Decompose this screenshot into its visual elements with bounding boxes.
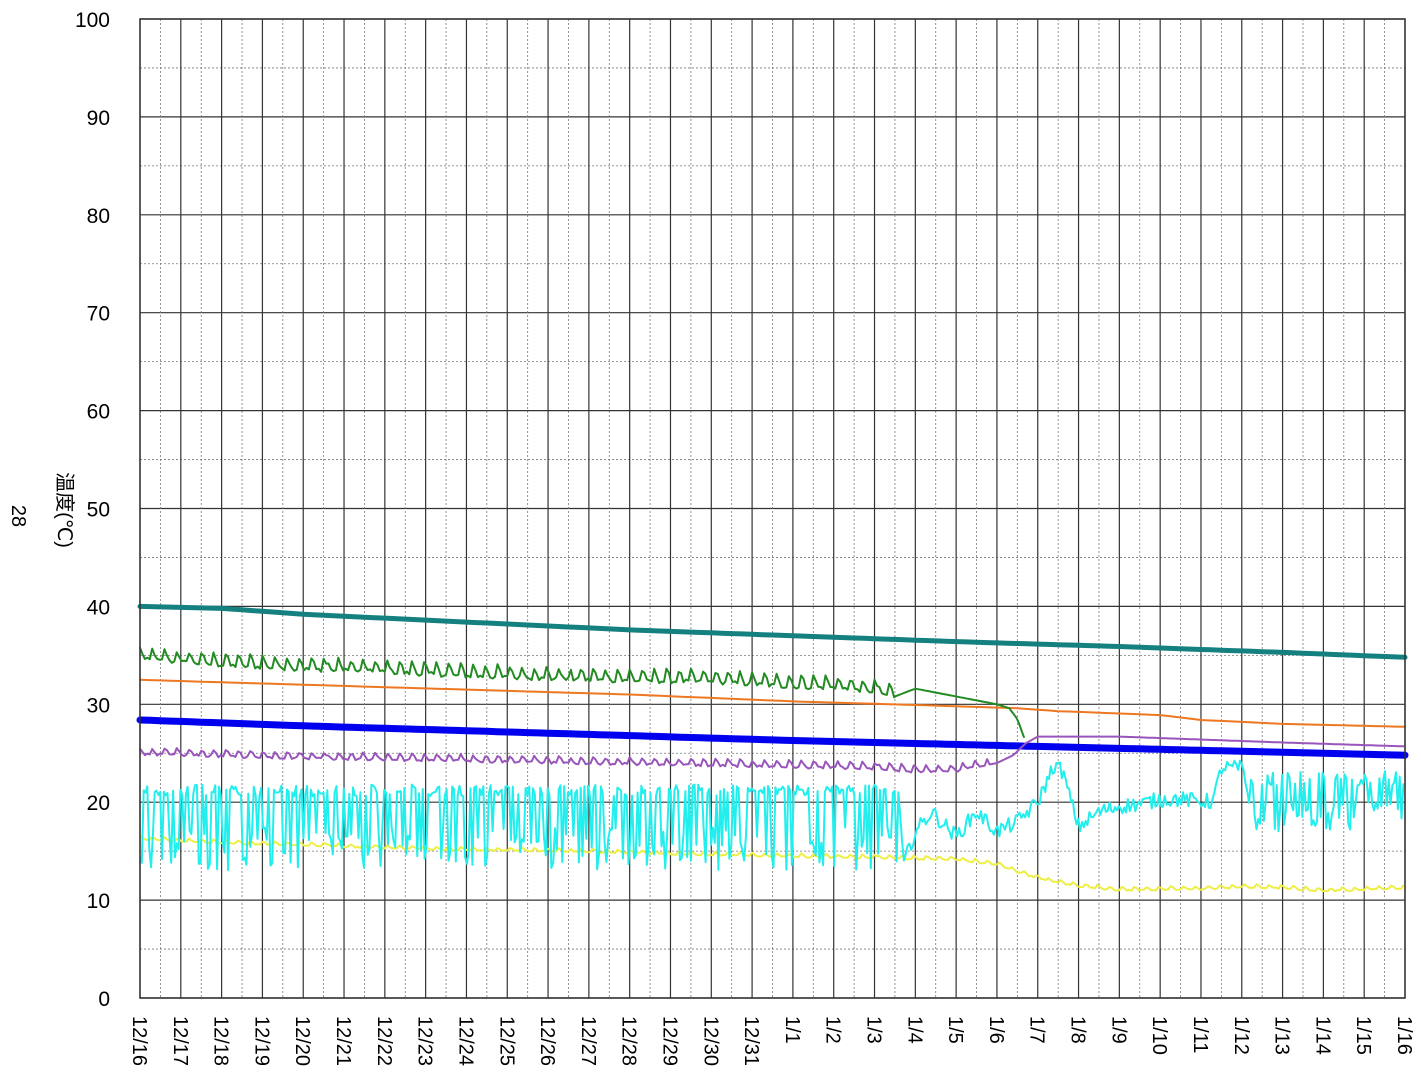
x-tick-labels: 12/16 12/17 12/18 12/19 12/20 12/21 12/22 12/23… <box>128 1016 1415 1066</box>
y-tick-label: 40 <box>87 596 110 619</box>
y-tick-label: 80 <box>87 205 110 228</box>
x-tick-label: 1/6 <box>985 1016 1007 1044</box>
x-tick-label: 1/2 <box>822 1016 844 1044</box>
x-tick-label: 1/13 <box>1271 1016 1293 1055</box>
x-tick-label: 1/4 <box>903 1016 925 1044</box>
x-tick-label: 1/3 <box>863 1016 885 1044</box>
x-tick-label: 1/11 <box>1189 1016 1211 1053</box>
x-tick-label: 1/1 <box>781 1016 803 1044</box>
y-tick-label: 20 <box>87 792 110 815</box>
series-line-7 <box>140 761 1403 871</box>
x-tick-label: 12/29 <box>658 1016 680 1066</box>
y-tick-label: 10 <box>87 890 110 913</box>
y-axis-label: 温度(℃) <box>53 472 76 548</box>
x-tick-label: 12/28 <box>618 1016 640 1066</box>
x-tick-label: 1/10 <box>1148 1016 1170 1055</box>
x-tick-label: 12/31 <box>740 1016 762 1066</box>
y-tick-label: 30 <box>87 694 110 717</box>
x-tick-label: 1/14 <box>1311 1016 1333 1055</box>
x-tick-label: 12/24 <box>454 1016 476 1066</box>
y-tick-label: 100 <box>75 9 110 32</box>
y-tick-labels: 0 10 20 30 40 50 60 70 80 90 100 <box>75 9 110 1011</box>
y-tick-label: 60 <box>87 401 110 424</box>
x-tick-label: 12/20 <box>291 1016 313 1066</box>
x-tick-label: 12/18 <box>210 1016 232 1066</box>
x-tick-label: 12/17 <box>169 1016 191 1066</box>
x-tick-label: 1/8 <box>1067 1016 1089 1044</box>
x-tick-label: 1/16 <box>1393 1016 1415 1055</box>
x-tick-label: 1/5 <box>944 1016 966 1044</box>
x-tick-label: 1/12 <box>1230 1016 1252 1055</box>
x-tick-label: 12/25 <box>495 1016 517 1066</box>
x-tick-label: 1/9 <box>1107 1016 1129 1044</box>
y-tick-label: 50 <box>87 499 110 522</box>
x-tick-label: 12/23 <box>414 1016 436 1066</box>
side-label: 28 <box>7 505 29 527</box>
x-tick-label: 12/26 <box>536 1016 558 1066</box>
series-line-3 <box>140 720 1405 755</box>
x-tick-label: 1/7 <box>1026 1016 1048 1044</box>
x-tick-label: 12/21 <box>332 1016 354 1066</box>
x-tick-label: 12/22 <box>373 1016 395 1066</box>
y-tick-label: 90 <box>87 107 110 130</box>
x-tick-label: 12/16 <box>128 1016 150 1066</box>
x-tick-label: 12/30 <box>699 1016 721 1066</box>
y-tick-label: 0 <box>98 988 110 1011</box>
y-tick-label: 70 <box>87 303 110 326</box>
x-tick-label: 12/19 <box>250 1016 272 1066</box>
x-tick-label: 1/15 <box>1352 1016 1374 1055</box>
x-tick-label: 12/27 <box>577 1016 599 1066</box>
